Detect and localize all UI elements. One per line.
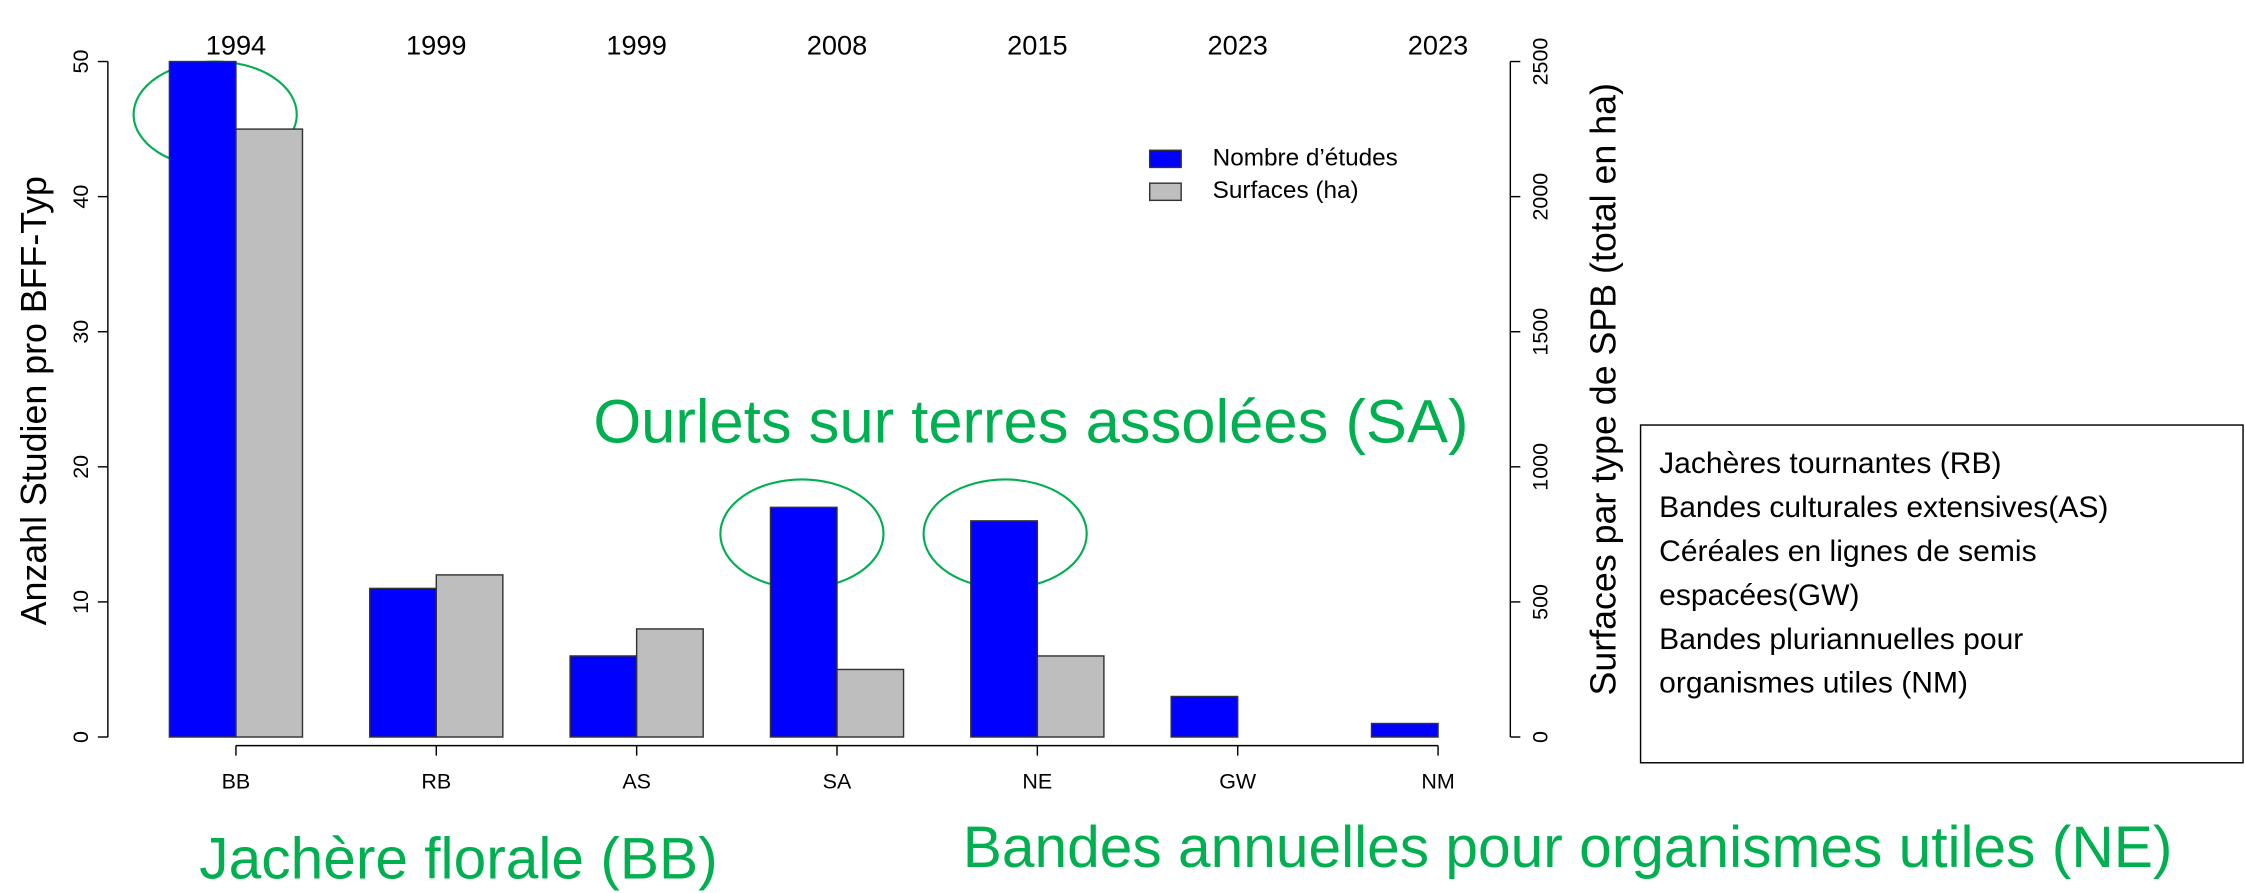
y2-axis-title: Surfaces par type de SPB (total en ha) [1584, 83, 1624, 695]
y2-tick-label: 1500 [1528, 308, 1552, 356]
text-box-line: Bandes pluriannuelles pour [1659, 623, 2023, 656]
text-box-line: Bandes culturales extensives(AS) [1659, 491, 2108, 524]
year-label: 2008 [807, 29, 867, 60]
bar [635, 628, 704, 738]
bar [1036, 655, 1105, 738]
y-tick-label: 30 [69, 320, 93, 344]
x-tick-label: BB [222, 769, 251, 793]
legend-label: Nombre d’études [1213, 144, 1398, 171]
y-tick-label: 50 [69, 50, 93, 74]
bar [235, 128, 304, 738]
year-label: 2023 [1408, 29, 1468, 60]
legend-label: Surfaces (ha) [1213, 177, 1359, 204]
text-box [1639, 424, 2244, 764]
legend-swatch [1148, 182, 1182, 202]
bar [836, 668, 905, 738]
bar [569, 655, 638, 738]
text-box-line: espacées(GW) [1659, 579, 1859, 612]
year-label: 2023 [1207, 29, 1267, 60]
year-label: 1999 [406, 29, 466, 60]
y2-tick-label: 0 [1528, 731, 1552, 743]
legend-swatch [1148, 149, 1182, 169]
text-box-line: Céréales en lignes de semis [1659, 535, 2036, 568]
bar [369, 587, 438, 738]
y2-tick-label: 1000 [1528, 443, 1552, 491]
y2-tick-label: 2000 [1528, 173, 1552, 221]
x-tick-label: AS [622, 769, 651, 793]
y2-tick-label: 500 [1528, 584, 1552, 620]
annotation: Bandes annuelles pour organismes utiles … [963, 815, 2173, 880]
text-box-line: organismes utiles (NM) [1659, 667, 1968, 700]
y2-tick-label: 2500 [1528, 38, 1552, 86]
year-label: 1994 [206, 29, 266, 60]
y-tick-label: 20 [69, 455, 93, 479]
x-tick-label: NM [1421, 769, 1454, 793]
x-tick-label: RB [421, 769, 451, 793]
bar [168, 60, 237, 738]
y-tick-label: 10 [69, 590, 93, 614]
annotation: Jachère florale (BB) [199, 826, 717, 891]
year-label: 1999 [606, 29, 666, 60]
bar [970, 520, 1039, 738]
y-axis-title: Anzahl Studien pro BFF-Typ [14, 176, 54, 625]
year-label: 2015 [1007, 29, 1067, 60]
bar [1370, 722, 1439, 738]
x-tick-label: GW [1219, 769, 1257, 793]
x-tick-label: NE [1022, 769, 1052, 793]
y-tick-label: 40 [69, 185, 93, 209]
annotation: Ourlets sur terres assolées (SA) [593, 388, 1468, 457]
bar [435, 574, 504, 738]
x-tick-label: SA [823, 769, 852, 793]
bar [1170, 695, 1239, 738]
text-box-line: Jachères tournantes (RB) [1659, 447, 2001, 480]
bar [769, 506, 838, 738]
y-tick-label: 0 [69, 731, 93, 743]
